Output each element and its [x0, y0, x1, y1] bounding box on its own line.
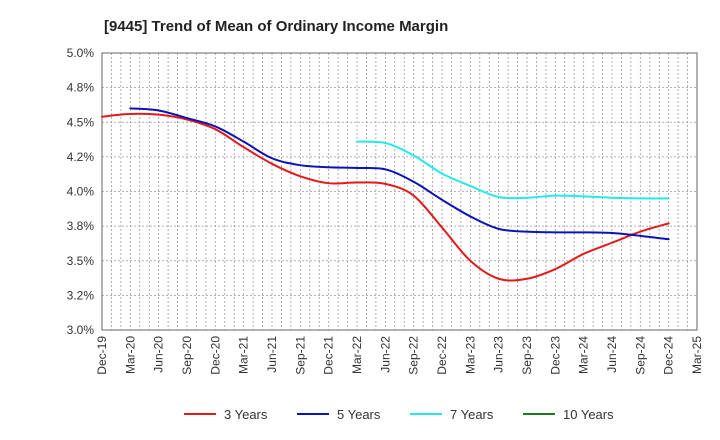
- y-tick-label: 3.8%: [67, 219, 95, 233]
- series-layer: [101, 107, 670, 282]
- x-tick-label: Mar-20: [123, 336, 137, 374]
- x-tick-label: Jun-24: [605, 336, 619, 373]
- plot-frame: [101, 52, 698, 331]
- y-tick-label: 4.2%: [67, 150, 95, 164]
- x-tick-label: Jun-21: [265, 336, 279, 373]
- series-line-3-years: [101, 112, 670, 282]
- x-tick-label: Mar-22: [350, 336, 364, 374]
- y-tick-label: 3.0%: [67, 323, 95, 337]
- y-tick-label: 5.0%: [67, 46, 95, 60]
- x-tick-label: Sep-22: [407, 336, 421, 375]
- y-tick-label: 3.2%: [67, 288, 95, 302]
- x-tick-label: Dec-23: [548, 336, 562, 375]
- y-tick-label: 4.0%: [67, 185, 95, 199]
- x-tick-label: Mar-23: [463, 336, 477, 374]
- x-tick-label: Jun-20: [152, 336, 166, 373]
- x-tick-label: Dec-20: [208, 336, 222, 375]
- x-tick-label: Jun-22: [378, 336, 392, 373]
- x-tick-label: Sep-21: [293, 336, 307, 375]
- x-axis-ticks: Dec-19 Mar-20 Jun-20 Sep-20 Dec-20 Mar-21 Jun-…: [95, 336, 704, 375]
- x-tick-label: Dec-24: [662, 336, 676, 375]
- x-tick-label: Dec-19: [95, 336, 109, 375]
- x-tick-label: Sep-24: [633, 336, 647, 375]
- series-line-7-years: [356, 140, 670, 200]
- grid-lines: [101, 52, 698, 331]
- y-tick-label: 4.8%: [67, 81, 95, 95]
- chart-title: [9445] Trend of Mean of Ordinary Income …: [104, 18, 448, 35]
- y-tick-label: 3.5%: [67, 254, 95, 268]
- legend-label-7-years: 7 Years: [450, 407, 494, 422]
- y-tick-label: 4.5%: [67, 115, 95, 129]
- y-axis-ticks: 3.0% 3.2% 3.5% 3.8% 4.0% 4.2% 4.5% 4.8% 5.0%: [67, 46, 95, 337]
- legend-label-10-years: 10 Years: [563, 407, 614, 422]
- series-line-5-years: [129, 107, 670, 241]
- x-tick-label: Sep-23: [520, 336, 534, 375]
- x-tick-label: Jun-23: [492, 336, 506, 373]
- x-tick-label: Mar-24: [577, 336, 591, 374]
- x-tick-label: Dec-22: [435, 336, 449, 375]
- x-tick-label: Sep-20: [180, 336, 194, 375]
- legend-label-3-years: 3 Years: [224, 407, 268, 422]
- legend-label-5-years: 5 Years: [337, 407, 381, 422]
- x-tick-label: Mar-25: [690, 336, 704, 374]
- x-tick-label: Mar-21: [237, 336, 251, 374]
- x-tick-label: Dec-21: [322, 336, 336, 375]
- legend: 3 Years 5 Years 7 Years 10 Years: [184, 407, 614, 422]
